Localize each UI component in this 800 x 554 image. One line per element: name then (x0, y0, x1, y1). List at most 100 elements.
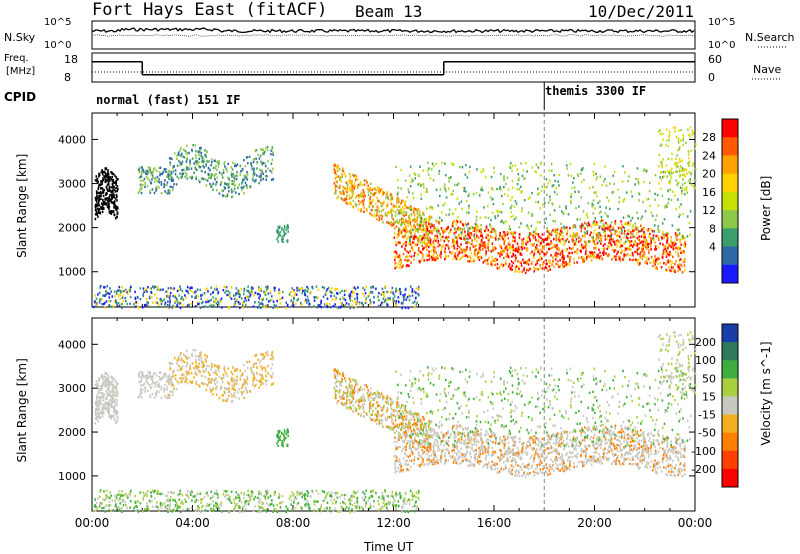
data-cell (114, 300, 116, 303)
data-cell (226, 194, 228, 198)
data-cell (158, 181, 160, 184)
data-cell (371, 286, 373, 289)
data-cell (390, 195, 393, 198)
data-cell (334, 191, 336, 195)
data-cell (409, 285, 412, 288)
data-cell (409, 223, 412, 226)
data-cell (361, 302, 364, 305)
data-cell (386, 202, 389, 205)
data-cell (246, 289, 248, 292)
data-cell (392, 224, 394, 227)
data-cell (95, 417, 98, 420)
data-cell (575, 250, 578, 253)
data-cell (120, 290, 122, 293)
data-cell (398, 300, 400, 304)
data-cell (105, 186, 108, 189)
data-cell (359, 194, 361, 197)
data-cell (351, 304, 353, 307)
data-cell (528, 258, 530, 261)
data-cell (111, 196, 113, 199)
data-cell (471, 239, 473, 242)
data-cell (683, 173, 685, 176)
data-cell (667, 202, 669, 205)
data-cell (636, 258, 638, 262)
data-cell (477, 236, 480, 239)
data-cell (186, 356, 189, 360)
data-cell (243, 292, 245, 296)
data-cell (98, 183, 100, 186)
data-cell (116, 199, 118, 202)
data-cell (111, 380, 113, 383)
data-cell (231, 182, 234, 186)
data-cell (269, 169, 272, 172)
data-cell (677, 141, 680, 144)
data-cell (672, 171, 675, 174)
data-cell (218, 302, 220, 306)
data-cell (678, 233, 680, 236)
data-cell (560, 222, 562, 225)
data-cell (586, 230, 589, 233)
data-cell (552, 260, 554, 263)
data-cell (165, 290, 167, 293)
data-cell (649, 204, 651, 207)
data-cell (615, 255, 617, 258)
data-cell (690, 149, 692, 153)
data-cell (210, 173, 213, 176)
data-cell (213, 305, 215, 308)
data-cell (504, 246, 507, 249)
freq-left-tick-bottom: 8 (64, 71, 71, 84)
data-cell (625, 191, 628, 194)
data-cell (482, 167, 484, 171)
data-cell (469, 257, 472, 260)
data-cell (662, 170, 665, 174)
data-cell (159, 166, 162, 169)
data-cell (664, 244, 667, 248)
data-cell (209, 169, 211, 172)
data-cell (362, 304, 364, 307)
data-cell (214, 167, 217, 170)
data-cell (396, 221, 399, 224)
data-cell (468, 241, 470, 244)
data-cell (568, 263, 571, 267)
data-cell (102, 403, 104, 406)
data-cell (637, 261, 640, 265)
data-cell (142, 384, 144, 387)
data-cell (443, 186, 445, 189)
data-cell (295, 293, 298, 296)
data-cell (531, 212, 533, 216)
data-cell (116, 215, 118, 219)
data-cell (99, 299, 101, 302)
data-cell (648, 249, 650, 252)
data-cell (694, 143, 697, 146)
data-cell (487, 237, 490, 241)
data-cell (378, 190, 380, 193)
data-cell (468, 207, 470, 210)
data-cell (108, 412, 110, 415)
data-cell (418, 288, 420, 291)
data-cell (439, 244, 441, 247)
data-cell (301, 287, 303, 290)
data-cell (434, 246, 436, 249)
data-cell (403, 214, 406, 218)
data-cell (642, 240, 645, 243)
data-cell (405, 255, 407, 259)
data-cell (548, 237, 551, 240)
data-cell (645, 238, 647, 242)
data-cell (672, 126, 675, 129)
data-cell (481, 234, 483, 237)
data-cell (674, 232, 677, 235)
data-cell (429, 241, 432, 245)
data-cell (387, 211, 389, 214)
data-cell (522, 237, 525, 240)
data-cell (539, 259, 541, 262)
data-cell (95, 403, 98, 407)
data-cell (636, 211, 638, 214)
data-cell (110, 405, 113, 409)
data-cell (103, 379, 105, 382)
data-cell (355, 195, 358, 198)
data-cell (449, 250, 451, 254)
data-cell (671, 243, 674, 247)
data-cell (548, 169, 551, 172)
data-cell (385, 205, 388, 209)
data-cell (410, 228, 412, 232)
